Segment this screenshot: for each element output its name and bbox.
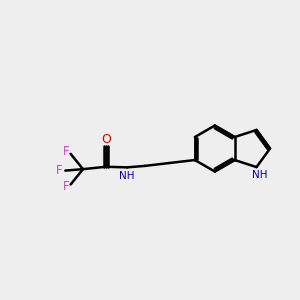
Text: F: F xyxy=(63,180,70,193)
Text: NH: NH xyxy=(119,171,135,181)
Text: F: F xyxy=(56,164,63,177)
Text: F: F xyxy=(63,145,70,158)
Text: NH: NH xyxy=(252,170,268,180)
Text: O: O xyxy=(101,133,111,146)
